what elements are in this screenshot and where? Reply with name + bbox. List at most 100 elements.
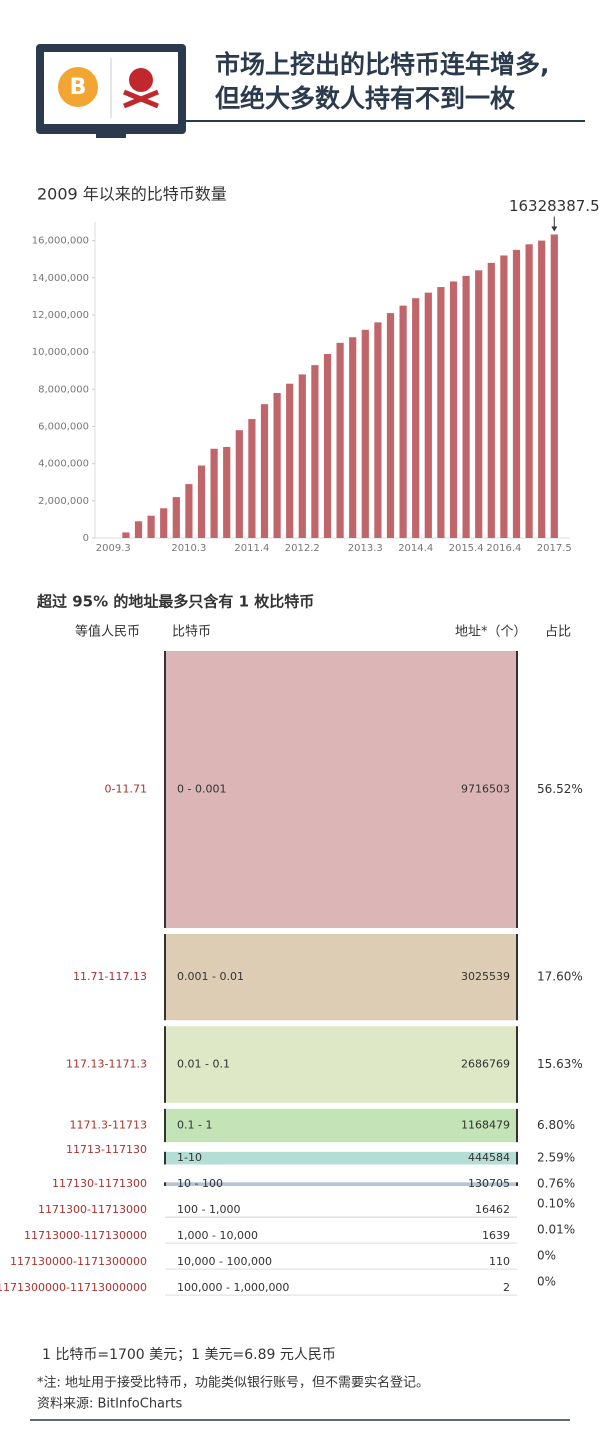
band (165, 1182, 517, 1187)
y-tick-label: 0 (83, 533, 89, 544)
bar (550, 234, 558, 539)
bar (260, 404, 269, 538)
share: 17.60% (537, 970, 583, 984)
bar (298, 374, 306, 538)
address-count: 130705 (468, 1177, 510, 1190)
btc-range: 10 - 100 (177, 1177, 223, 1190)
x-tick-label: 2013.3 (348, 543, 383, 554)
share: 0.76% (537, 1177, 575, 1191)
rmb-range: 117130-1171300 (52, 1177, 147, 1190)
band (165, 934, 517, 1021)
share: 6.80% (537, 1118, 575, 1132)
band (165, 651, 517, 928)
bar (437, 287, 445, 538)
bar (185, 484, 193, 538)
y-tick-label: 2,000,000 (38, 496, 89, 507)
address-count: 9716503 (461, 783, 510, 796)
column-header: 地址*（个） (455, 625, 527, 640)
bar (147, 515, 155, 538)
bar (235, 430, 243, 538)
y-tick-label: 10,000,000 (32, 347, 89, 358)
y-tick-label: 6,000,000 (38, 421, 89, 432)
bar (122, 532, 130, 538)
data-label: 16328387.5 (509, 197, 600, 215)
bar (538, 240, 546, 538)
bar (172, 497, 180, 538)
bar (311, 365, 319, 538)
bar (286, 383, 294, 538)
table-title: 超过 95% 的地址最多只含有 1 枚比特币 (36, 593, 314, 611)
address-count: 16462 (475, 1203, 510, 1216)
btc-range: 0.01 - 0.1 (177, 1058, 230, 1071)
bar (424, 292, 432, 538)
btc-range: 1,000 - 10,000 (177, 1229, 258, 1242)
rmb-range: 117130000-1171300000 (10, 1255, 147, 1268)
bar (223, 446, 231, 538)
address-count: 3025539 (461, 970, 510, 983)
band (165, 1026, 517, 1103)
btc-range: 0 - 0.001 (177, 783, 226, 796)
btc-range: 100 - 1,000 (177, 1203, 240, 1216)
x-tick-label: 2012.2 (285, 543, 320, 554)
address-count: 444584 (468, 1151, 510, 1164)
svg-text:B: B (70, 75, 87, 100)
column-header: 占比 (545, 625, 571, 640)
share: 0.10% (537, 1197, 575, 1211)
bar (273, 393, 281, 538)
x-tick-label: 2014.4 (398, 543, 433, 554)
column-header: 比特币 (172, 625, 211, 640)
address-count: 2 (503, 1281, 510, 1294)
bar (248, 419, 256, 538)
rmb-range: 11713000-117130000 (24, 1229, 147, 1242)
y-tick-label: 14,000,000 (32, 273, 89, 284)
monitor-icon: B (36, 44, 186, 138)
share: 0% (537, 1275, 556, 1289)
bar (361, 329, 369, 538)
address-count: 1639 (482, 1229, 510, 1242)
footer-rate: 1 比特币=1700 美元；1 美元=6.89 元人民币 (42, 1347, 336, 1363)
bar (160, 508, 168, 538)
address-count: 110 (489, 1255, 510, 1268)
y-tick-label: 16,000,000 (32, 236, 89, 247)
btc-range: 0.001 - 0.01 (177, 970, 244, 983)
x-tick-label: 2015.4 (449, 543, 484, 554)
rmb-range: 11713-117130 (66, 1143, 147, 1156)
btc-range: 10,000 - 100,000 (177, 1255, 272, 1268)
share: 0% (537, 1249, 556, 1263)
bar (197, 465, 206, 538)
btc-range: 1-10 (177, 1151, 202, 1164)
address-count: 2686769 (461, 1058, 510, 1071)
share: 0.01% (537, 1223, 575, 1237)
bar (500, 255, 508, 539)
band (165, 1108, 517, 1143)
address-count: 1168479 (461, 1119, 510, 1132)
bar (336, 342, 344, 538)
share: 2.59% (537, 1151, 575, 1165)
rmb-range: 11.71-117.13 (73, 970, 147, 983)
bar (323, 353, 332, 538)
x-tick-label: 2017.5 (537, 543, 572, 554)
bar (374, 322, 382, 538)
footer-note: *注: 地址用于接受比特币，功能类似银行账号，但不需要实名登记。 (37, 1375, 429, 1391)
btc-range: 100,000 - 1,000,000 (177, 1281, 289, 1294)
title-line: 但绝大多数人持有不到一枚 (215, 84, 515, 113)
x-tick-label: 2010.3 (171, 543, 206, 554)
bar (210, 448, 218, 538)
title-line: 市场上挖出的比特币连年增多, (215, 50, 550, 79)
btc-range: 0.1 - 1 (177, 1119, 212, 1132)
label-arrowhead (551, 226, 558, 232)
rmb-range: 0-11.71 (105, 783, 147, 796)
y-tick-label: 12,000,000 (32, 310, 89, 321)
share: 56.52% (537, 782, 583, 796)
bar (487, 262, 495, 538)
y-tick-label: 4,000,000 (38, 459, 89, 470)
x-tick-label: 2011.4 (234, 543, 269, 554)
bar (449, 281, 458, 538)
rmb-range: 1171.3-11713 (70, 1119, 147, 1132)
bar (525, 244, 533, 538)
x-tick-label: 2016.4 (486, 543, 521, 554)
rmb-range: 117.13-1171.3 (66, 1058, 147, 1071)
footer-source: 资料来源: BitInfoCharts (37, 1397, 182, 1412)
bar (134, 521, 143, 538)
